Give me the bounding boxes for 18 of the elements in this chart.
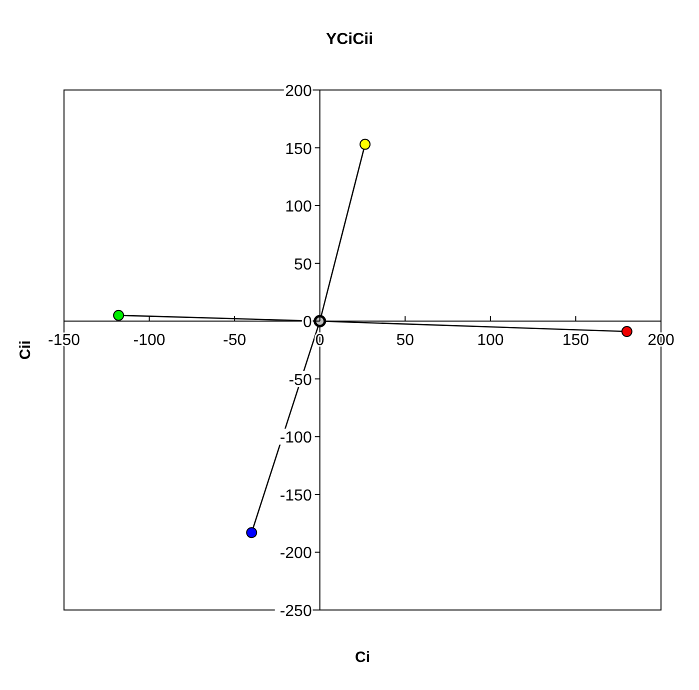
y-axis-title: Cii xyxy=(17,340,34,360)
y-tick-label: 150 xyxy=(285,140,312,158)
y-tick-label: -200 xyxy=(280,545,312,562)
y-tick-label: 100 xyxy=(285,198,312,216)
y-tick-label: 200 xyxy=(285,83,312,100)
x-tick-label: 50 xyxy=(396,332,414,350)
y-tick-label: 50 xyxy=(294,256,312,274)
chart-title: YCiCii xyxy=(326,31,374,48)
y-tick-label: -150 xyxy=(280,487,312,504)
x-tick-label: -50 xyxy=(223,332,246,350)
y-tick-label: -100 xyxy=(280,430,312,447)
x-tick-label: 100 xyxy=(477,332,504,350)
y-tick-label: -50 xyxy=(288,372,312,389)
x-tick-label: -100 xyxy=(133,332,166,350)
y-tick-label: -250 xyxy=(280,603,312,620)
y-tick-label: 0 xyxy=(302,314,312,332)
x-tick-label: 150 xyxy=(562,332,590,350)
x-axis-title: Ci xyxy=(355,649,370,666)
